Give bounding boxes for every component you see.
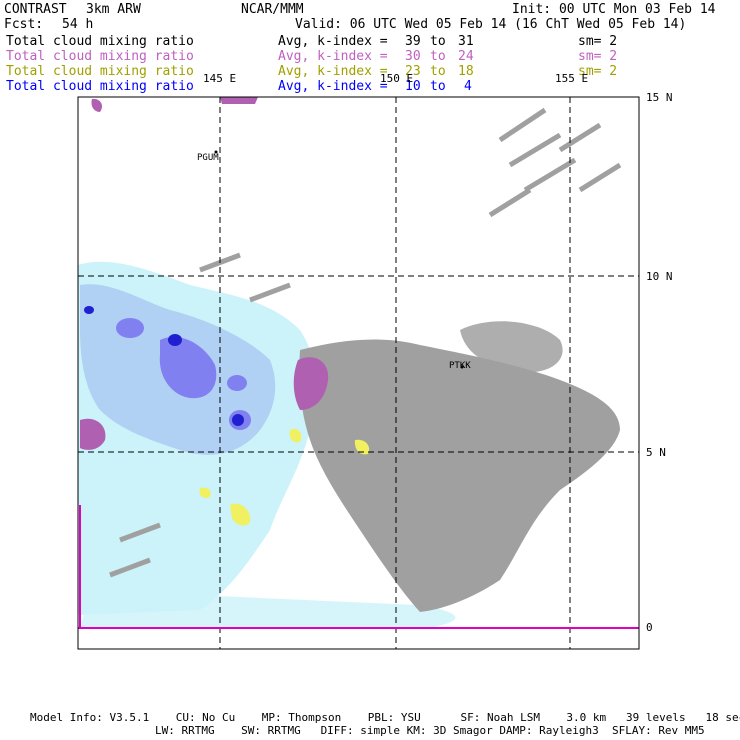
model-info-line2: LW: RRTMG SW: RRTMG DIFF: simple KM: 3D … [155,724,705,737]
legend-avg-1: Avg, k-index = [278,49,388,64]
legend-sm-0: sm= 2 [578,34,618,49]
forecast-label: Fcst: [4,17,44,32]
forecast-hour: 54 h [62,17,94,32]
lon-label-145e: 145 E [203,72,237,85]
map-fields [78,97,622,628]
blue-cloud-cell [116,318,144,338]
legend-kto-1: 24 [458,49,474,64]
lon-label-155e: 155 E [555,72,589,85]
lon-label-150e: 150 E [380,72,414,85]
station-marker-pgum [214,150,218,154]
yellow-cloud-patch [289,428,302,443]
legend-kto-0: 31 [458,34,474,49]
station-label-pgum: PGUM [197,153,219,163]
yellow-cloud-patch [230,503,251,526]
legend-field-0: Total cloud mixing ratio [6,34,194,49]
legend-to-1: to [430,49,446,64]
legend-kfrom-2: 23 [405,64,421,79]
model-info-line1: Model Info: V3.5.1 CU: No Cu MP: Thompso… [30,711,740,724]
yellow-cloud-patch [199,487,211,498]
gray-field-central [299,339,620,612]
legend-to-0: to [430,34,446,49]
legend-kfrom-0: 39 [405,34,421,49]
lat-label-equator: 0 [646,621,653,634]
legend-field-3: Total cloud mixing ratio [6,79,194,94]
legend-sm-1: sm= 2 [578,49,618,64]
init-time: Init: 00 UTC Mon 03 Feb 14 [512,2,716,17]
station-label-ptkk: PTKK [449,361,471,371]
blue-cloud-cell [227,375,247,391]
legend-kto-3: 4 [464,79,472,94]
legend-avg-3: Avg, k-index = [278,79,388,94]
lat-label-10n: 10 N [646,270,673,283]
lat-label-15n: 15 N [646,91,673,104]
map-frame [77,96,640,650]
deep-core [232,414,244,426]
valid-time: Valid: 06 UTC Wed 05 Feb 14 (16 ChT Wed … [295,17,687,32]
legend-to-3: to [430,79,446,94]
legend-kfrom-1: 30 [405,49,421,64]
legend-field-2: Total cloud mixing ratio [6,64,194,79]
legend-kfrom-3: 10 [405,79,421,94]
purple-cloud-patch [220,97,258,104]
center-name: NCAR/MMM [241,2,304,17]
model-name: 3km ARW [86,2,141,17]
legend-to-2: to [430,64,446,79]
lat-label-5n: 5 N [646,446,666,459]
purple-cloud-patch [293,357,329,410]
station-marker-ptkk [460,365,464,369]
legend-field-1: Total cloud mixing ratio [6,49,194,64]
purple-cloud-patch [91,98,103,112]
blue-cloud-core [159,336,217,399]
deep-core [84,306,94,314]
legend-sm-2: sm= 2 [578,64,618,79]
purple-cloud-patch [80,418,106,450]
legend-avg-2: Avg, k-index = [278,64,388,79]
yellow-cloud-patch [354,439,370,455]
legend-avg-0: Avg, k-index = [278,34,388,49]
deep-core [168,334,182,346]
low-cloud-south [80,590,456,628]
gray-field-north [460,321,563,373]
legend-kto-2: 18 [458,64,474,79]
product-name: CONTRAST [4,2,67,17]
